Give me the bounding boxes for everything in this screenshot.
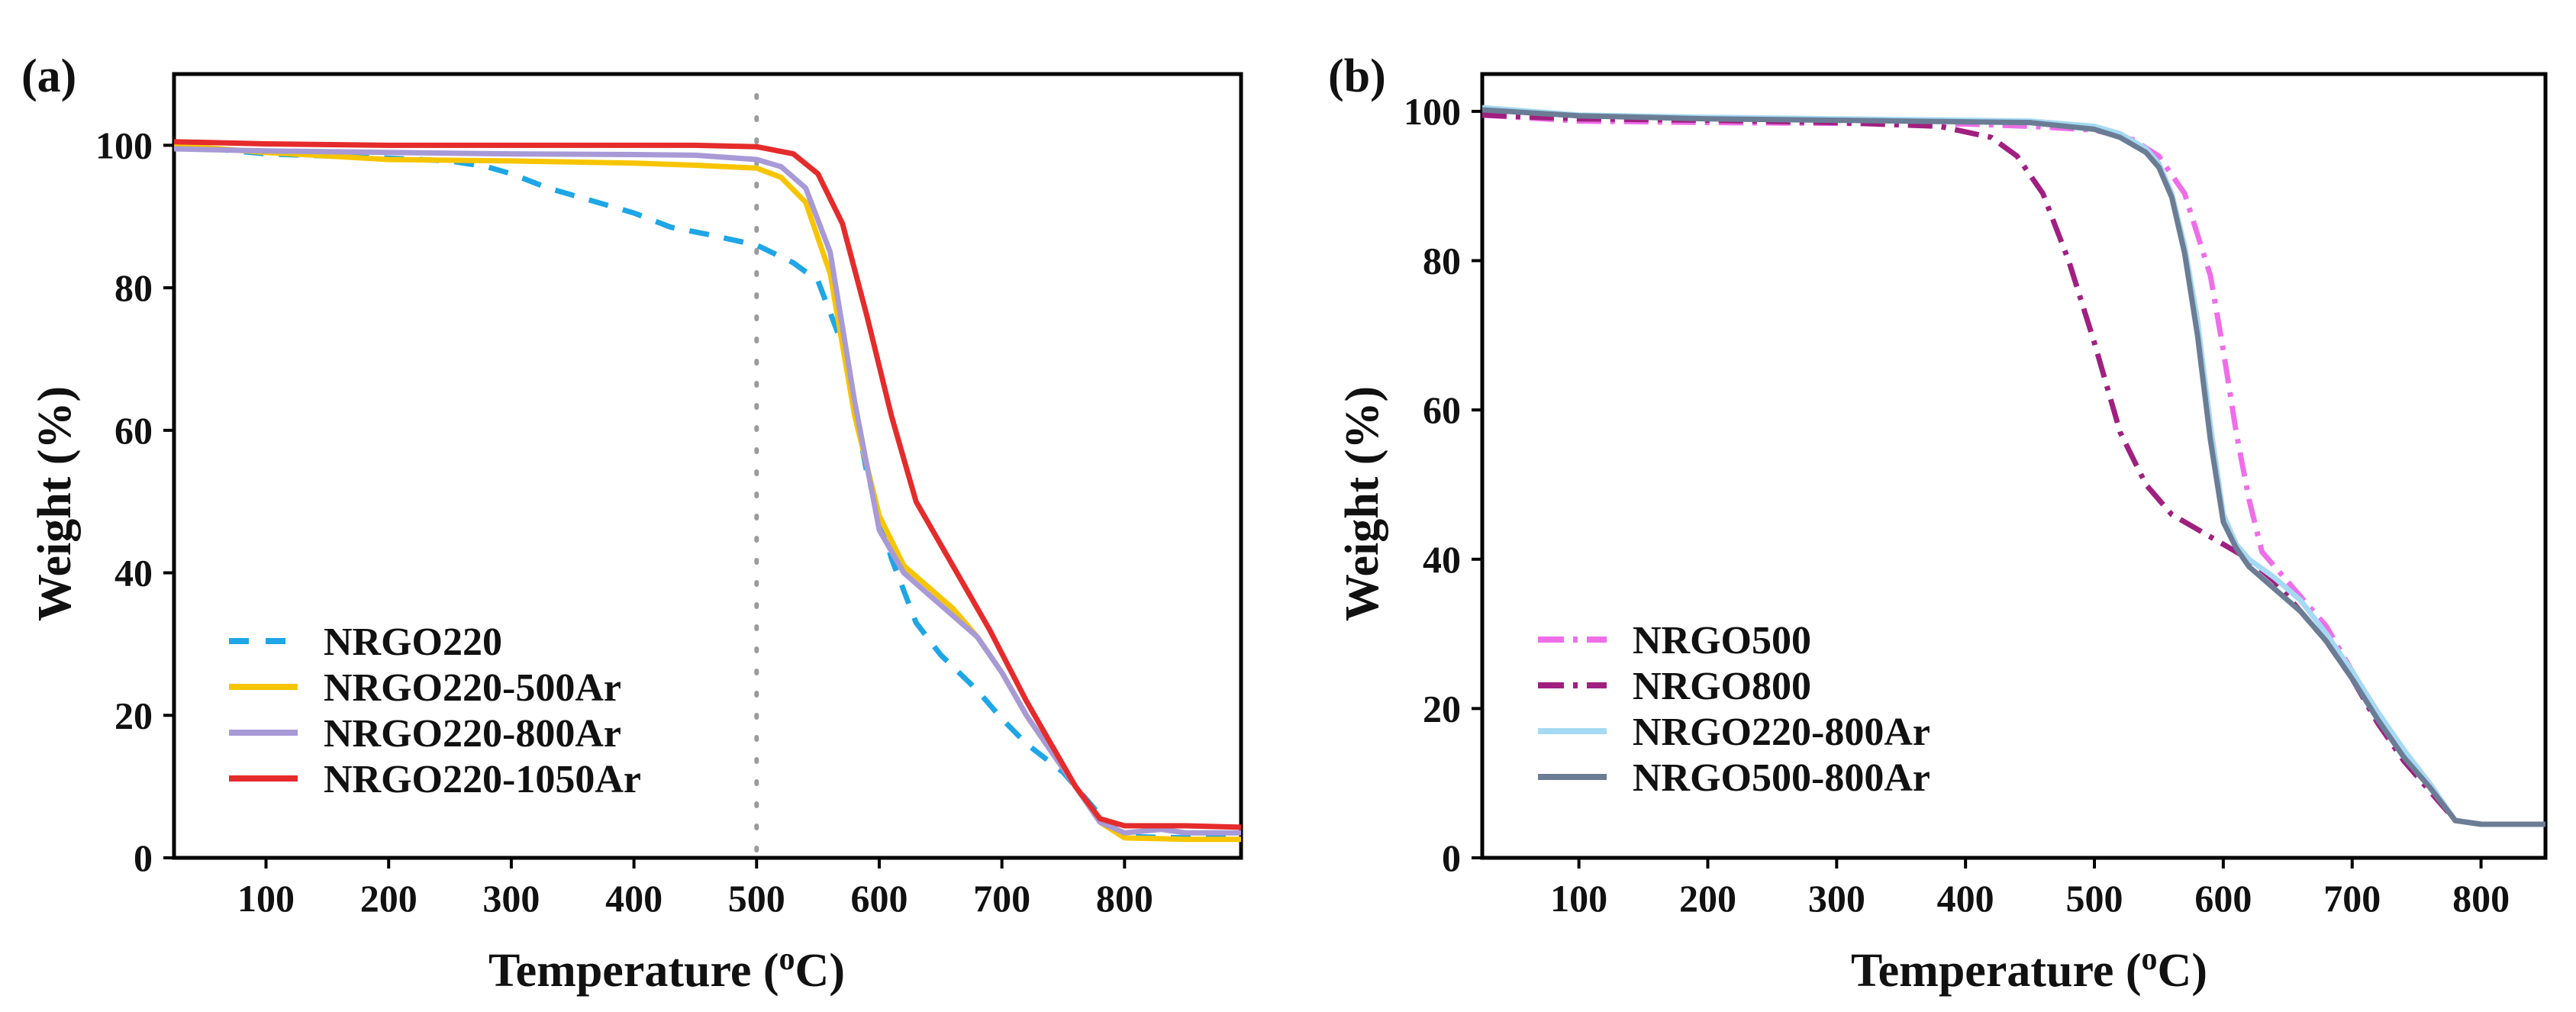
series-line-nrgo500-800ar <box>1481 107 2545 827</box>
y-tick-label: 0 <box>1442 836 1461 879</box>
x-tick-label: 600 <box>2194 877 2252 920</box>
legend-label: NRGO220-500Ar <box>324 666 621 710</box>
panel-a-series-group <box>173 139 1242 843</box>
legend-label: NRGO500 <box>1633 619 1811 662</box>
panel-b-x-axis-title: Temperature (oC) <box>1851 942 2207 997</box>
x-tick-label: 300 <box>1808 877 1865 920</box>
panel-a-ticks: 100 200 300 400 500 600 700 800 0 20 40 60 80 100 <box>95 124 1153 920</box>
x-tick-label: 400 <box>1937 877 1994 920</box>
panel-a-chart: (a) 100 200 300 400 500 600 700 800020406080100… <box>21 50 1243 997</box>
y-tick-label: 20 <box>1423 687 1461 730</box>
panel-a-label: (a) <box>21 50 76 102</box>
y-tick-label: 60 <box>1423 388 1461 431</box>
x-tick-label: 100 <box>1550 877 1607 920</box>
y-tick-label: 40 <box>114 552 153 595</box>
legend-label: NRGO220-1050Ar <box>324 758 641 801</box>
x-tick-label: 200 <box>1679 877 1736 920</box>
panel-b-ticks: 100 200 300 400 500 600 700 800 0 20 40 60 80 100 <box>1404 90 2510 920</box>
panel-a-x-axis-title: Temperature (oC) <box>488 942 845 997</box>
panel-b-label: (b) <box>1328 50 1386 102</box>
legend-label: NRGO220 <box>324 620 502 664</box>
x-tick-label: 700 <box>2323 877 2381 920</box>
y-tick-label: 80 <box>1423 240 1461 282</box>
legend-label: NRGO500-800Ar <box>1633 756 1930 800</box>
y-tick-label: 100 <box>1404 90 1461 133</box>
y-tick-label: 60 <box>114 409 153 452</box>
x-tick-label: 300 <box>482 877 540 920</box>
y-tick-label: 80 <box>114 266 153 309</box>
series-line-nrgo220 <box>173 142 1241 841</box>
legend-label: NRGO220-800Ar <box>1633 711 1930 754</box>
legend-label: NRGO800 <box>1633 665 1811 708</box>
panel-a-plot-frame <box>172 72 1243 860</box>
series-line-nrgo220-1050ar <box>173 139 1242 830</box>
series-line-nrgo220-800ar <box>173 146 1241 836</box>
x-tick-label: 500 <box>728 877 785 920</box>
y-tick-label: 0 <box>134 836 153 879</box>
panel-b-y-axis-title: Weight (%) <box>1336 386 1388 621</box>
panel-a-legend: NRGO220NRGO220-500ArNRGO220-800ArNRGO220… <box>229 620 641 801</box>
panel-a-y-axis-title: Weight (%) <box>29 386 81 621</box>
x-tick-label: 500 <box>2066 877 2123 920</box>
x-tick-label: 100 <box>237 877 295 920</box>
panel-b-series-group <box>1481 105 2545 827</box>
panel-b-chart: (b) 100 200 300 400 500 600 700 800020406080100… <box>1328 50 2548 997</box>
series-line-nrgo800 <box>1481 112 2545 827</box>
panel-b-plot-frame <box>1480 72 2548 860</box>
legend-label: NRGO220-800Ar <box>324 712 621 756</box>
y-tick-label: 100 <box>95 124 153 166</box>
x-tick-label: 700 <box>973 877 1030 920</box>
y-tick-label: 40 <box>1423 538 1461 581</box>
x-tick-label: 600 <box>850 877 908 920</box>
x-tick-label: 400 <box>605 877 663 920</box>
x-tick-label: 800 <box>1096 877 1153 920</box>
x-tick-label: 200 <box>360 877 418 920</box>
y-tick-label: 20 <box>114 694 153 736</box>
x-tick-label: 800 <box>2452 877 2510 920</box>
